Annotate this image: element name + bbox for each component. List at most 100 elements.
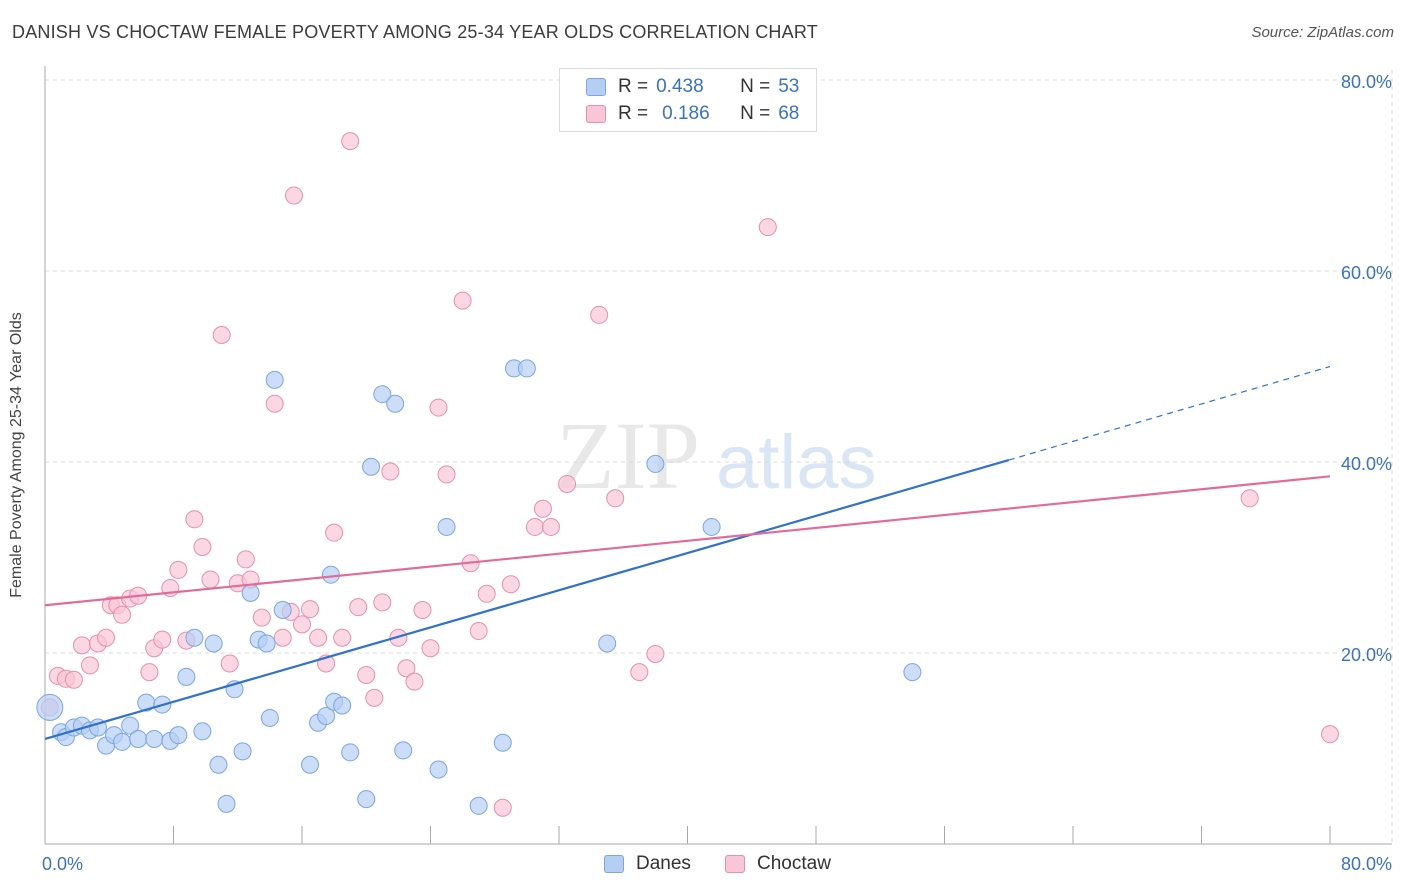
choctaw-point-39 xyxy=(349,598,368,617)
choctaw-point-63 xyxy=(630,663,649,682)
choctaw-point-45 xyxy=(397,659,416,678)
y-tick-label-80: 80.0% xyxy=(1341,72,1392,92)
choctaw-point-15 xyxy=(153,630,172,649)
choctaw-point-7 xyxy=(97,628,116,647)
legend-item-choctaw: Choctaw xyxy=(725,852,831,876)
danes-point-46 xyxy=(493,733,512,752)
y-tick-label-20: 20.0% xyxy=(1341,645,1392,665)
choctaw-point-61 xyxy=(590,305,609,324)
choctaw-point-28 xyxy=(265,394,284,413)
choctaw-point-13 xyxy=(140,663,159,682)
danes-point-29 xyxy=(265,370,284,389)
choctaw-r-label: R = xyxy=(618,103,649,124)
danes-point-27 xyxy=(257,634,276,653)
choctaw-point-49 xyxy=(429,398,448,417)
choctaw-point-42 xyxy=(373,593,392,612)
choctaw-point-51 xyxy=(453,291,472,310)
choctaw-point-41 xyxy=(365,688,384,707)
danes-point-28 xyxy=(260,708,279,727)
choctaw-point-46 xyxy=(405,672,424,691)
danes-point-9 xyxy=(113,732,132,751)
danes-point-51 xyxy=(702,517,721,536)
watermark-zip: ZIP xyxy=(556,402,700,509)
trend-lines xyxy=(44,365,1331,741)
choctaw-point-48 xyxy=(421,639,440,658)
legend-danes-label: Danes xyxy=(636,853,691,874)
choctaw-point-55 xyxy=(493,798,512,817)
watermark-atlas: atlas xyxy=(716,420,877,505)
choctaw-point-20 xyxy=(193,537,212,556)
danes-point-18 xyxy=(185,628,204,647)
legend-row-choctaw: R = 0.186 N = 68 xyxy=(586,102,799,126)
choctaw-n-value: 68 xyxy=(778,103,800,124)
choctaw-point-4 xyxy=(72,636,91,655)
choctaw-point-38 xyxy=(341,132,360,151)
choctaw-point-43 xyxy=(381,462,400,481)
tick-labels: 20.0% 40.0% 60.0% 80.0% 0.0% 80.0% xyxy=(42,72,1392,874)
danes-point-42 xyxy=(394,741,413,760)
danes-point-25 xyxy=(241,583,260,602)
choctaw-point-29 xyxy=(273,628,292,647)
choctaw-point-32 xyxy=(293,615,311,634)
danes-point-50 xyxy=(646,454,665,473)
danes-point-24 xyxy=(233,742,252,761)
danes-point-49 xyxy=(598,634,617,653)
danes-point-33 xyxy=(317,707,336,726)
choctaw-point-58 xyxy=(533,499,552,518)
grid-lines xyxy=(45,70,1393,844)
choctaw-point-31 xyxy=(284,186,303,205)
choctaw-point-67 xyxy=(1321,725,1339,744)
x-tick-label-max: 80.0% xyxy=(1341,854,1392,874)
choctaw-point-56 xyxy=(501,575,520,594)
stats-legend: R = 0.438 N = 53 R = 0.186 N = 68 xyxy=(559,68,817,132)
danes-point-34 xyxy=(321,565,340,584)
choctaw-point-57 xyxy=(525,517,544,536)
y-tick-label-60: 60.0% xyxy=(1341,263,1392,283)
legend-danes-swatch xyxy=(604,855,624,873)
danes-point-38 xyxy=(357,790,376,809)
danes-n-label: N = xyxy=(740,76,771,97)
danes-r-label: R = xyxy=(618,76,649,97)
danes-point-39 xyxy=(362,457,381,476)
choctaw-point-54 xyxy=(477,584,496,603)
choctaw-point-40 xyxy=(357,665,376,684)
danes-point-48 xyxy=(517,359,536,378)
choctaw-point-64 xyxy=(646,644,665,663)
danes-n-value: 53 xyxy=(778,76,800,97)
choctaw-point-53 xyxy=(469,622,488,641)
choctaw-point-17 xyxy=(169,560,188,579)
choctaw-point-10 xyxy=(113,605,132,624)
danes-point-37 xyxy=(341,743,360,762)
choctaw-point-62 xyxy=(606,489,625,508)
choctaw-point-33 xyxy=(301,600,320,619)
danes-point-40 xyxy=(373,385,392,404)
legend-choctaw-label: Choctaw xyxy=(757,853,831,874)
y-tick-label-40: 40.0% xyxy=(1341,454,1392,474)
choctaw-point-21 xyxy=(201,570,220,589)
danes-point-43 xyxy=(429,760,448,779)
danes-point-44 xyxy=(437,517,456,536)
danes-trend-extension xyxy=(1008,365,1331,461)
series-danes xyxy=(36,359,922,815)
danes-point-31 xyxy=(301,755,320,774)
watermark: ZIP atlas xyxy=(556,402,877,509)
danes-point-20 xyxy=(204,634,223,653)
choctaw-point-36 xyxy=(325,523,344,542)
danes-point-10 xyxy=(121,716,140,735)
danes-point-13 xyxy=(145,729,164,748)
danes-point-41 xyxy=(386,394,405,413)
choctaw-point-5 xyxy=(80,656,99,675)
source-credit: Source: ZipAtlas.com xyxy=(1251,24,1394,41)
choctaw-point-66 xyxy=(1240,489,1259,508)
choctaw-point-34 xyxy=(309,628,328,647)
danes-point-19 xyxy=(193,722,212,741)
legend-item-danes: Danes xyxy=(604,852,691,876)
choctaw-point-60 xyxy=(558,474,577,493)
danes-point-16 xyxy=(169,726,188,745)
choctaw-point-50 xyxy=(437,465,456,484)
legend-row-danes: R = 0.438 N = 53 xyxy=(586,75,799,99)
choctaw-point-37 xyxy=(333,628,352,647)
choctaw-point-59 xyxy=(541,517,560,536)
danes-r-value: 0.438 xyxy=(656,76,704,97)
danes-point-22 xyxy=(217,794,236,813)
